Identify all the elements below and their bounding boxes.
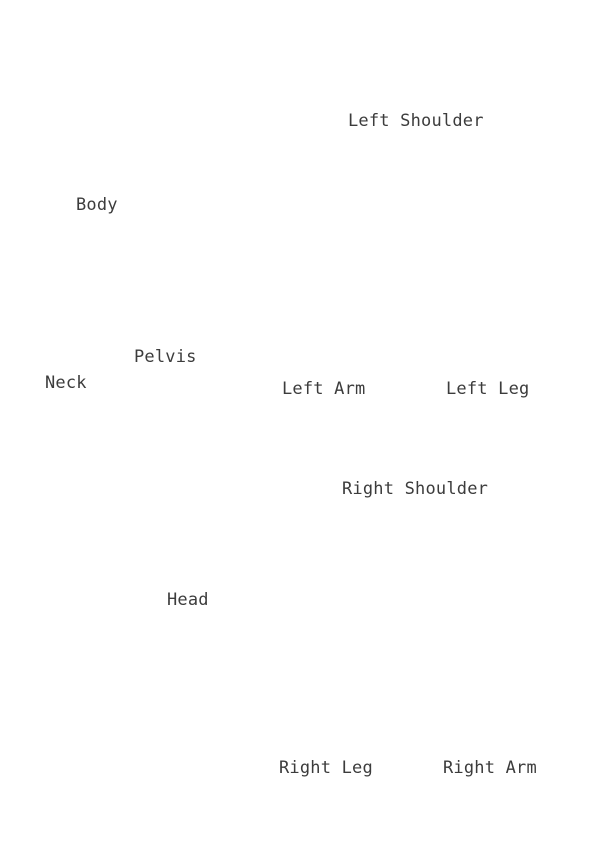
label-head: Head	[167, 590, 209, 610]
label-body: Body	[76, 195, 118, 215]
label-left-leg: Left Leg	[446, 379, 530, 399]
label-left-arm: Left Arm	[282, 379, 366, 399]
label-right-shoulder: Right Shoulder	[342, 479, 489, 499]
label-left-shoulder: Left Shoulder	[348, 111, 484, 131]
label-neck: Neck	[45, 373, 87, 393]
label-pelvis: Pelvis	[134, 347, 197, 367]
label-right-leg: Right Leg	[279, 758, 373, 778]
label-right-arm: Right Arm	[443, 758, 537, 778]
